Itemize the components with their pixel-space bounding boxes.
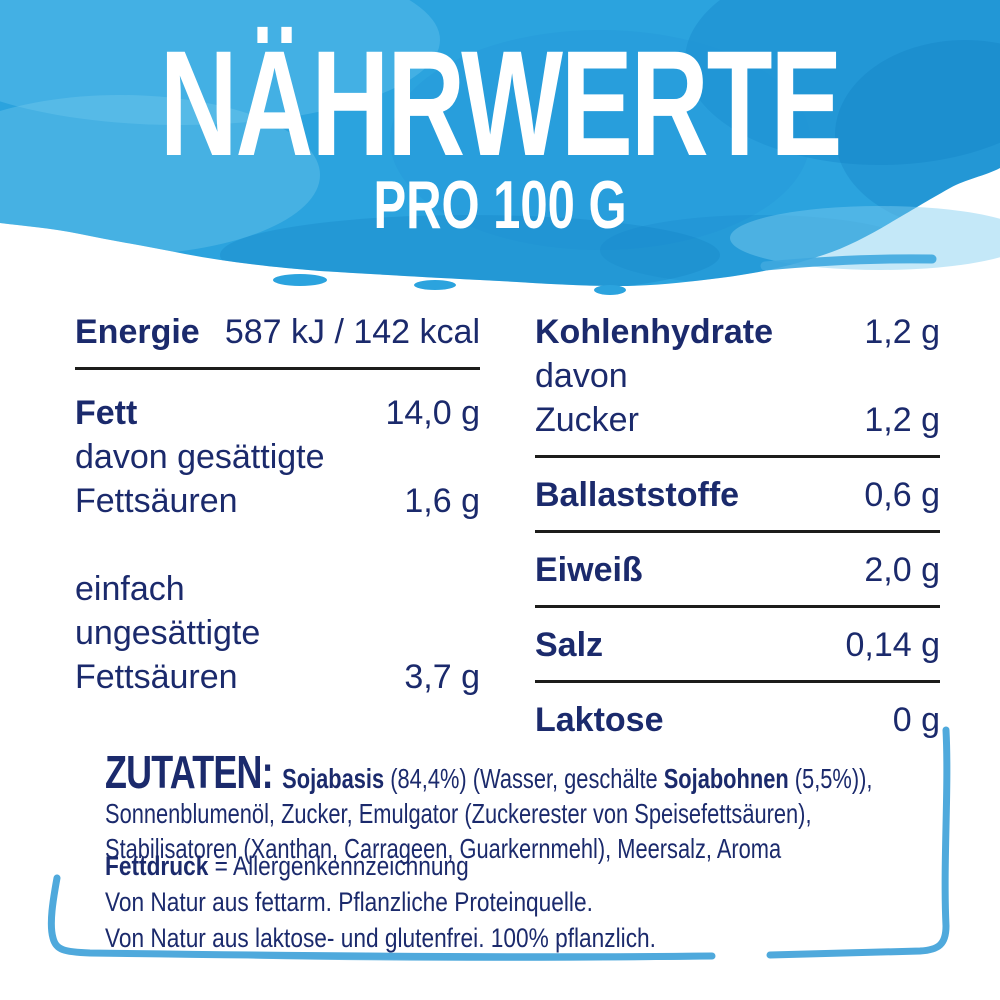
nutrient-name: davon gesättigte: [75, 438, 325, 476]
footnote-allergen: Fettdruck = Allergenkennzeichnung: [105, 851, 469, 881]
row-ungesaettigte: ungesättigte: [75, 611, 480, 655]
nutrition-column-left: Energie 587 kJ / 142 kcal Fett 14,0 g da…: [75, 310, 480, 699]
divider: [75, 367, 480, 370]
nutrient-name: davon: [535, 357, 628, 395]
nutrient-name: ungesättigte: [75, 614, 261, 652]
nutrient-value: 0,14 g: [845, 626, 940, 664]
divider: [535, 455, 940, 458]
divider: [535, 680, 940, 683]
row-kohlenhydrate: Kohlenhydrate 1,2 g: [535, 310, 940, 354]
nutrient-value: 14,0 g: [385, 394, 480, 432]
page-title: NÄHRWERTE: [159, 19, 843, 187]
nutrient-name: einfach: [75, 570, 185, 608]
row-energie: Energie 587 kJ / 142 kcal: [75, 310, 480, 354]
footnotes-section: Fettdruck = Allergenkennzeichnung Von Na…: [105, 848, 743, 956]
ingredients-heading: ZUTATEN:: [105, 746, 274, 798]
nutrient-value: 1,2 g: [864, 313, 940, 351]
nutrient-value: 0 g: [892, 701, 940, 739]
nutrient-value: 2,0 g: [864, 551, 940, 589]
nutrient-value: 587 kJ / 142 kcal: [224, 313, 480, 351]
footnote-fettarm: Von Natur aus fettarm. Pflanzliche Prote…: [105, 887, 593, 917]
nutrient-name: Energie: [75, 313, 200, 351]
watercolor-splash-icon: [0, 0, 1000, 295]
header-watercolor-banner: NÄHRWERTE PRO 100 G: [0, 0, 1000, 300]
nutrient-name: Laktose: [535, 701, 664, 739]
nutrient-name: Ballaststoffe: [535, 476, 740, 514]
row-einfach: einfach: [75, 567, 480, 611]
nutrient-value: 1,2 g: [864, 401, 940, 439]
nutrient-value: 3,7 g: [404, 658, 480, 696]
ingredients-section: ZUTATEN: Sojabasis (84,4%) (Wasser, gesch…: [105, 749, 916, 866]
row-davon: davon: [535, 354, 940, 398]
row-eiweiss: Eiweiß 2,0 g: [535, 548, 940, 592]
spacer: [75, 523, 480, 567]
nutrient-name: Salz: [535, 626, 604, 664]
row-laktose: Laktose 0 g: [535, 698, 940, 742]
nutrient-name: Zucker: [535, 401, 639, 439]
nutrient-name: Kohlenhydrate: [535, 313, 774, 351]
row-fett: Fett 14,0 g: [75, 391, 480, 435]
row-gesaettigte-fettsaeuren: Fettsäuren 1,6 g: [75, 479, 480, 523]
nutrient-name: Fett: [75, 394, 138, 432]
row-zucker: Zucker 1,2 g: [535, 398, 940, 442]
ingredients-text: Sojabasis (84,4%) (Wasser, geschälte Soj…: [105, 763, 873, 864]
row-ballaststoffe: Ballaststoffe 0,6 g: [535, 473, 940, 517]
divider: [535, 605, 940, 608]
row-davon-gesaettigte: davon gesättigte: [75, 435, 480, 479]
row-ungesaettigte-fettsaeuren: Fettsäuren 3,7 g: [75, 655, 480, 699]
nutrient-value: 1,6 g: [404, 482, 480, 520]
ingredients-paragraph: ZUTATEN: Sojabasis (84,4%) (Wasser, gesch…: [105, 749, 916, 866]
nutrition-column-right: Kohlenhydrate 1,2 g davon Zucker 1,2 g B…: [535, 310, 940, 742]
nutrient-name: Fettsäuren: [75, 658, 238, 696]
nutrient-name: Eiweiß: [535, 551, 643, 589]
divider: [535, 530, 940, 533]
page-subtitle: PRO 100 G: [373, 167, 627, 243]
footnote-laktosefrei: Von Natur aus laktose- und glutenfrei. 1…: [105, 923, 656, 953]
nutrient-name: Fettsäuren: [75, 482, 238, 520]
row-salz: Salz 0,14 g: [535, 623, 940, 667]
nutrient-value: 0,6 g: [864, 476, 940, 514]
